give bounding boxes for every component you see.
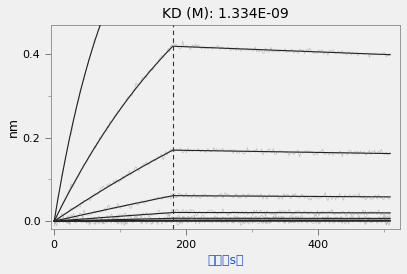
Title: KD (M): 1.334E-09: KD (M): 1.334E-09 [162,7,289,21]
Y-axis label: nm: nm [7,117,20,137]
X-axis label: 时间（s）: 时间（s） [207,254,244,267]
